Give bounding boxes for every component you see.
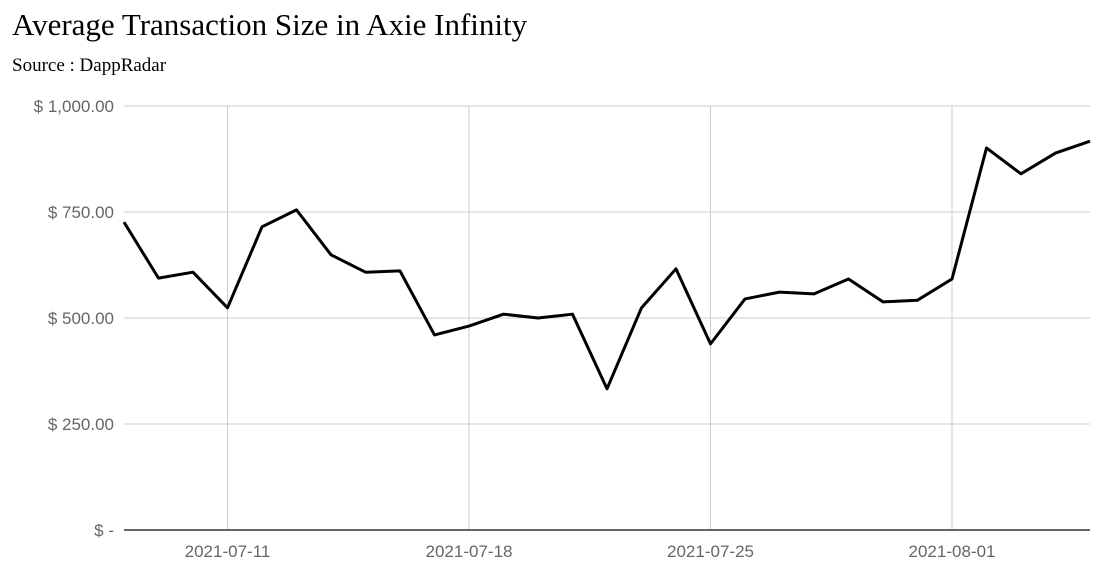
y-tick-label: $ -: [94, 521, 114, 540]
y-tick-label: $ 250.00: [48, 415, 114, 434]
y-tick-label: $ 500.00: [48, 309, 114, 328]
x-tick-label: 2021-07-25: [667, 542, 754, 561]
chart-subtitle: Source : DappRadar: [12, 55, 167, 76]
x-tick-label: 2021-07-18: [426, 542, 513, 561]
x-tick-label: 2021-07-11: [185, 542, 271, 561]
y-tick-label: $ 1,000.00: [34, 97, 114, 116]
data-line: [122, 139, 1091, 391]
chart-title: Average Transaction Size in Axie Infinit…: [12, 7, 528, 42]
x-tick-label: 2021-08-01: [909, 542, 996, 561]
y-tick-label: $ 750.00: [48, 203, 114, 222]
